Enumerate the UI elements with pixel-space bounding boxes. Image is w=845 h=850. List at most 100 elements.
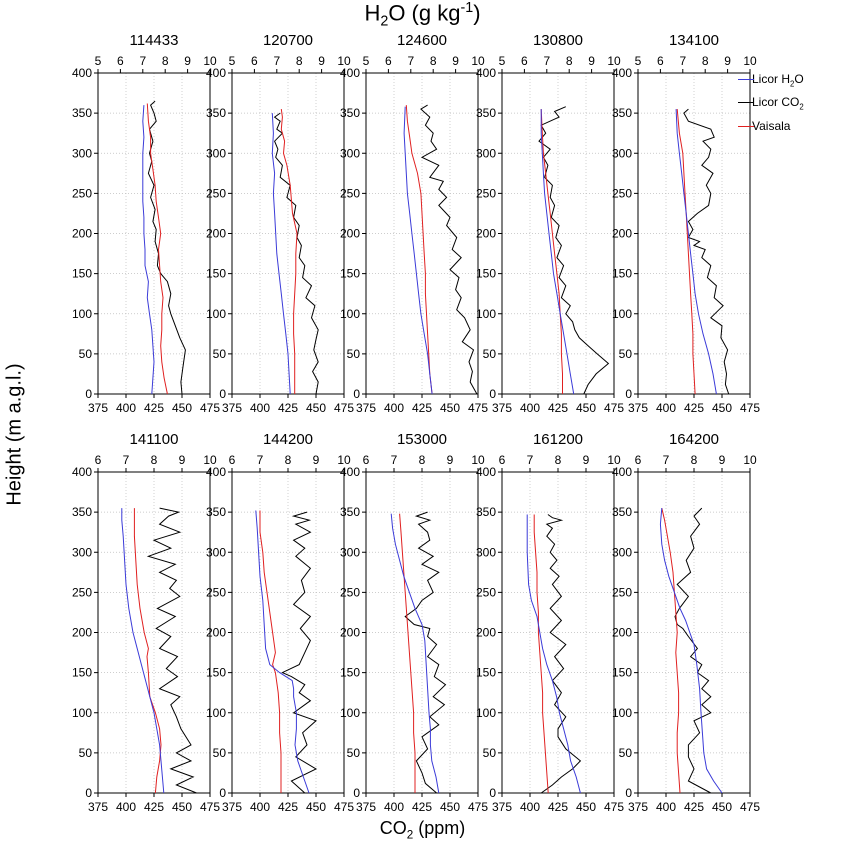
panel-153000-co2-tick-label: 425 (412, 800, 432, 814)
panel-120700-co2-tick-label: 425 (278, 401, 298, 415)
panel-161200-height-tick-label: 400 (476, 465, 496, 479)
panel-124600-h2o-tick-label: 8 (430, 54, 437, 68)
panel-144200-height-tick-label: 350 (206, 505, 226, 519)
panel-161200-height-tick-label: 300 (476, 545, 496, 559)
panel-134100-h2o-tick-label: 9 (724, 54, 731, 68)
panel-114433-h2o-line (142, 105, 155, 395)
panel-114433-height-tick-label: 100 (72, 307, 92, 321)
panel-141100-height-tick-label: 0 (85, 786, 92, 800)
panel-141100-co2-tick-label: 400 (116, 800, 136, 814)
panel-161200-co2-line (540, 514, 582, 794)
panel-124600-vaisala-line (405, 105, 433, 395)
panel-134100-co2-tick-label: 375 (628, 401, 648, 415)
panel-153000-co2-tick-label: 375 (356, 800, 376, 814)
panel-164200-co2-tick-label: 375 (628, 800, 648, 814)
panel-161200-h2o-tick-label: 7 (527, 453, 534, 467)
panel-130800-height-tick-label: 250 (476, 186, 496, 200)
panel-144200-h2o-tick-label: 9 (313, 453, 320, 467)
panel-130800-co2-tick-label: 375 (492, 401, 512, 415)
panel-141100-height-tick-label: 350 (72, 505, 92, 519)
panel-124600-height-tick-label: 50 (347, 347, 361, 361)
panel-120700-co2-tick-label: 475 (334, 401, 354, 415)
panel-130800-co2-tick-label: 400 (520, 401, 540, 415)
panel-114433-co2-tick-label: 375 (88, 401, 108, 415)
panel-114433-co2-tick-label: 400 (116, 401, 136, 415)
panel-134100-h2o-line (675, 109, 717, 395)
panel-141100-co2-line (146, 507, 197, 794)
panel-153000-co2-line (404, 511, 447, 794)
panel-144200-co2-tick-label: 425 (278, 800, 298, 814)
legend-item-vaisala: Vaisala (738, 117, 804, 135)
panel-141100-h2o-tick-label: 10 (203, 453, 217, 467)
panel-120700-height-tick-label: 350 (206, 106, 226, 120)
panel-130800-height-tick-label: 50 (483, 347, 497, 361)
panel-114433-height-tick-label: 50 (79, 347, 93, 361)
panel-144200-height-tick-label: 150 (206, 666, 226, 680)
panel-130800-co2-tick-label: 425 (548, 401, 568, 415)
panel-153000-vaisala-line (399, 513, 416, 793)
panel-161200-co2-tick-label: 425 (548, 800, 568, 814)
panel-164200-height-tick-label: 200 (612, 626, 632, 640)
panel-124600-height-tick-label: 300 (340, 146, 360, 160)
panel-141100-co2-tick-label: 475 (200, 800, 220, 814)
panel-164200-height-tick-label: 50 (619, 746, 633, 760)
panel-120700-vaisala-line (280, 109, 298, 394)
panel-120700-height-tick-label: 50 (213, 347, 227, 361)
panel-130800-height-tick-label: 150 (476, 267, 496, 281)
panel-114433-co2-tick-label: 450 (172, 401, 192, 415)
panel-124600-height-tick-label: 150 (340, 267, 360, 281)
panel-141100-co2-tick-label: 425 (144, 800, 164, 814)
panel-124600-co2-tick-label: 450 (440, 401, 460, 415)
co2-axis-title: CO2 (ppm) (379, 818, 466, 842)
panel-134100-co2-tick-label: 425 (684, 401, 704, 415)
panel-124600-height-tick-label: 0 (353, 387, 360, 401)
panel-164200-height-tick-label: 0 (625, 786, 632, 800)
panel-164200-height-tick-label: 400 (612, 465, 632, 479)
panel-124600-h2o-tick-label: 10 (471, 54, 485, 68)
panel-144200-h2o-line (255, 510, 310, 794)
panel-114433-height-tick-label: 400 (72, 66, 92, 80)
panel-124600-h2o-tick-label: 9 (452, 54, 459, 68)
panel-141100-h2o-tick-label: 7 (123, 453, 130, 467)
panel-114433-co2-tick-label: 475 (200, 401, 220, 415)
panel-153000-height-tick-label: 400 (340, 465, 360, 479)
panel-153000-h2o-tick-label: 7 (391, 453, 398, 467)
panel-161200-h2o-tick-label: 10 (607, 453, 621, 467)
panel-134100-height-tick-label: 0 (625, 387, 632, 401)
panel-120700-height-tick-label: 250 (206, 186, 226, 200)
panel-144200-co2-tick-label: 375 (222, 800, 242, 814)
panel-114433-vaisala-line (146, 103, 168, 395)
panel-120700-h2o-line (271, 113, 291, 395)
panel-164200-vaisala-line (661, 507, 681, 794)
panel-130800-height-tick-label: 100 (476, 307, 496, 321)
panel-134100-height-tick-label: 400 (612, 66, 632, 80)
panel-141100-h2o-tick-label: 6 (95, 453, 102, 467)
panel-161200-height-tick-label: 0 (489, 786, 496, 800)
panel-161200-co2-tick-label: 400 (520, 800, 540, 814)
panel-161200-h2o-line (526, 514, 581, 794)
panel-130800-h2o-tick-label: 10 (607, 54, 621, 68)
panel-114433-height-tick-label: 350 (72, 106, 92, 120)
panel-153000-h2o-line (390, 513, 440, 794)
panel-130800-height-tick-label: 400 (476, 66, 496, 80)
panel-164200-h2o-tick-label: 8 (691, 453, 698, 467)
panel-120700-height-tick-label: 0 (219, 387, 226, 401)
panel-124600-title: 124600 (397, 32, 447, 49)
panel-141100-height-tick-label: 400 (72, 465, 92, 479)
panel-134100-h2o-tick-label: 8 (702, 54, 709, 68)
panel-153000-h2o-tick-label: 8 (419, 453, 426, 467)
panel-130800-h2o-tick-label: 6 (521, 54, 528, 68)
panel-153000-h2o-tick-label: 6 (363, 453, 370, 467)
panel-130800-co2-tick-label: 475 (604, 401, 624, 415)
panel-130800-h2o-line (540, 109, 575, 395)
panel-114433-h2o-tick-label: 6 (117, 54, 124, 68)
panel-161200-h2o-tick-label: 6 (499, 453, 506, 467)
panel-134100-co2-tick-label: 400 (656, 401, 676, 415)
panel-161200-height-tick-label: 100 (476, 706, 496, 720)
panel-153000-co2-tick-label: 400 (384, 800, 404, 814)
panel-124600-co2-tick-label: 425 (412, 401, 432, 415)
panel-130800-h2o-tick-label: 8 (566, 54, 573, 68)
panel-144200-height-tick-label: 200 (206, 626, 226, 640)
panel-130800-title: 130800 (533, 32, 583, 49)
